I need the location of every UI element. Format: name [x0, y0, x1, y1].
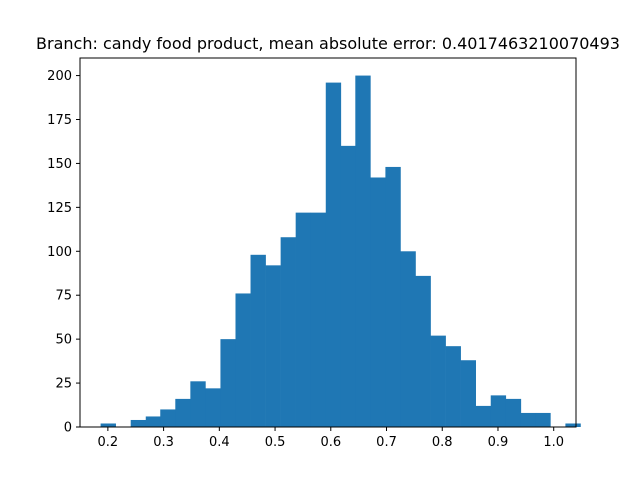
histogram-bar — [490, 395, 507, 427]
histogram-bar — [205, 388, 221, 427]
y-tick-label: 200 — [47, 69, 72, 84]
histogram-bar — [100, 423, 116, 427]
y-tick-label: 50 — [55, 333, 72, 348]
histogram-bar — [385, 166, 401, 427]
histogram-bar — [370, 177, 386, 427]
bars-group — [100, 75, 581, 428]
histogram-bar — [145, 416, 161, 427]
x-tick-label: 0.5 — [265, 435, 286, 450]
x-tick-label: 0.8 — [432, 435, 453, 450]
histogram-bar — [355, 75, 371, 427]
y-tick-label: 150 — [47, 157, 72, 172]
histogram-bar — [175, 398, 191, 427]
histogram-bar — [400, 251, 416, 427]
x-tick-label: 1.0 — [543, 435, 564, 450]
histogram-bar — [520, 412, 537, 427]
histogram-bar — [220, 339, 236, 427]
x-tick-label: 0.6 — [320, 435, 341, 450]
x-tick-label: 0.7 — [376, 435, 397, 450]
x-tick-label: 0.9 — [488, 435, 509, 450]
histogram-bar — [295, 212, 312, 427]
histogram-bar — [505, 398, 522, 427]
x-axis-ticks: 0.2 0.3 0.4 0.5 0.6 0.7 0.8 0.9 1.0 — [98, 427, 564, 450]
histogram-bar — [310, 212, 327, 427]
histogram-bar — [340, 145, 356, 428]
histogram-bar — [160, 409, 176, 427]
histogram-bar — [250, 254, 266, 427]
histogram-bar — [325, 82, 342, 427]
y-axis-ticks: 0 25 50 75 100 125 150 175 200 — [47, 69, 80, 436]
histogram-bar — [475, 405, 492, 427]
histogram-bar — [565, 423, 581, 427]
x-tick-label: 0.4 — [209, 435, 230, 450]
histogram-bar — [190, 381, 206, 427]
histogram-bar — [415, 275, 431, 427]
y-tick-label: 0 — [64, 421, 72, 436]
y-tick-label: 25 — [55, 377, 72, 392]
chart-title: Branch: candy food product, mean absolut… — [36, 34, 620, 53]
y-tick-label: 100 — [47, 245, 72, 260]
y-tick-label: 75 — [55, 289, 72, 304]
x-tick-label: 0.2 — [98, 435, 119, 450]
histogram-bar — [130, 419, 147, 427]
y-tick-label: 175 — [47, 113, 72, 128]
histogram-bar — [445, 346, 461, 427]
histogram-bar — [265, 265, 281, 427]
histogram-bar — [280, 237, 296, 427]
histogram-bar — [235, 293, 251, 427]
histogram-bar — [430, 335, 446, 427]
histogram-bar — [460, 360, 476, 427]
histogram-bar — [535, 412, 551, 427]
y-tick-label: 125 — [47, 201, 72, 216]
x-tick-label: 0.3 — [153, 435, 174, 450]
plot-frame — [79, 57, 577, 428]
